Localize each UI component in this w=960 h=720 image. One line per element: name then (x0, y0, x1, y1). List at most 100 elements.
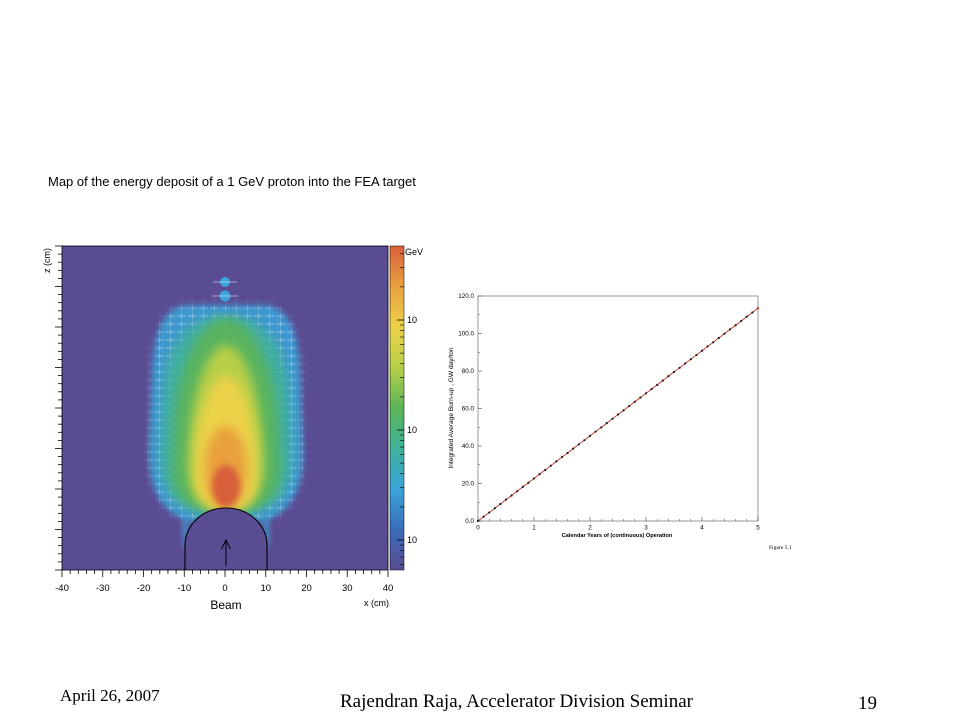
data-point (650, 387, 653, 391)
colorbar-tick-label: 10 (407, 315, 417, 325)
data-point (611, 417, 614, 420)
y-tick-label: 60.0 (462, 406, 475, 413)
data-point (476, 519, 480, 523)
plot-frame (477, 295, 759, 522)
data-point (516, 490, 519, 493)
plume-layer-red (212, 465, 240, 507)
data-point (510, 494, 513, 497)
data-point (482, 515, 485, 518)
y-tick-label: 100.0 (458, 331, 474, 338)
data-point (527, 481, 530, 484)
upper-deposit-marks (212, 281, 238, 297)
data-point (493, 507, 496, 510)
data-point (667, 375, 670, 378)
colorbar-tick-label: 10 (407, 535, 417, 545)
data-point (644, 392, 648, 395)
heatmap-title: Map of the energy deposit of a 1 GeV pro… (48, 174, 416, 189)
data-point (734, 324, 737, 327)
data-point (532, 477, 536, 480)
x-tick-label: -40 (55, 583, 69, 594)
y-tick-label: 0.0 (465, 518, 474, 525)
beam-arrow-head (221, 538, 231, 550)
x-tick-label: -20 (137, 583, 151, 594)
data-point (745, 315, 748, 318)
data-point (628, 404, 631, 408)
data-point (572, 447, 575, 450)
line-chart-series (476, 307, 760, 523)
x-axis-title: Calendar Years of (continuous) Operation (562, 533, 673, 539)
data-point (717, 336, 720, 340)
data-point (751, 311, 754, 314)
y-tick-label: 20.0 (462, 481, 475, 488)
data-point (583, 439, 586, 442)
x-tick-label: 0 (476, 525, 480, 532)
target-outline (184, 507, 268, 570)
heatmap-axes: -40 -30 -20 -10 0 10 20 30 40 (55, 245, 394, 594)
data-point (678, 366, 681, 369)
x-axis-title: x (cm) (364, 598, 389, 608)
data-point (594, 430, 597, 433)
colorbar-tick-label: 10 (407, 425, 417, 435)
y-axis-title: Integrated Average Burn-up , GW day/ton (448, 347, 455, 469)
x-tick-label: 3 (644, 525, 648, 532)
beam-arrow (221, 538, 231, 566)
data-point (756, 307, 760, 310)
burnup-line-chart: 0.0 20.0 40.0 60.0 80.0 100.0 120.0 0 1 2 3 4 5 Cale… (448, 293, 792, 551)
x-tick-label: 10 (260, 583, 271, 594)
data-point (499, 502, 502, 506)
data-point (700, 349, 704, 352)
data-point (706, 345, 709, 348)
energy-plume (140, 277, 312, 550)
data-point (689, 358, 692, 361)
x-tick-label: 2 (588, 525, 592, 532)
data-point (740, 319, 743, 323)
data-point (639, 396, 642, 399)
colorbar-axis: 10 10 10 (397, 253, 417, 565)
data-point (622, 409, 625, 412)
data-point (588, 434, 592, 437)
data-point (728, 328, 732, 331)
y-tick-label: 80.0 (462, 368, 475, 375)
x-tick-label: 20 (301, 583, 312, 594)
page-number: 19 (858, 693, 877, 714)
data-point (684, 362, 687, 365)
x-tick-label: 1 (532, 525, 536, 532)
data-point (605, 422, 608, 425)
data-point (600, 426, 603, 429)
data-point (560, 455, 564, 459)
x-tick-label: -30 (96, 583, 110, 594)
x-tick-label: 4 (700, 525, 704, 532)
data-point (577, 443, 580, 446)
data-point (504, 498, 508, 501)
data-point (544, 468, 547, 472)
data-point (549, 464, 552, 467)
x-tick-label: 40 (383, 583, 394, 594)
data-point (712, 341, 715, 344)
footer-presenter: Rajendran Raja, Accelerator Division Sem… (340, 691, 693, 712)
data-point (661, 379, 664, 382)
data-point (521, 485, 524, 488)
data-point (555, 460, 558, 463)
data-point (566, 451, 569, 455)
data-point (633, 400, 636, 403)
beam-label: Beam (210, 598, 241, 612)
data-point (488, 511, 491, 514)
data-point (672, 370, 676, 374)
x-tick-label: -10 (177, 583, 191, 594)
data-point (695, 353, 698, 357)
line-chart-axes: 0.0 20.0 40.0 60.0 80.0 100.0 120.0 0 1 2 3 4 5 (458, 293, 760, 532)
x-tick-label: 30 (342, 583, 353, 594)
footer-date: April 26, 2007 (60, 686, 160, 705)
colorbar-label: GeV (405, 247, 423, 257)
data-point (656, 383, 659, 386)
figure-caption: Figure 5.1 (769, 545, 792, 551)
data-point (616, 413, 620, 416)
y-tick-label: 40.0 (462, 443, 475, 450)
x-tick-label: 0 (222, 583, 227, 594)
data-point (538, 473, 541, 476)
colorbar (389, 245, 405, 571)
x-tick-label: 5 (756, 525, 760, 532)
y-tick-label: 120.0 (458, 293, 474, 300)
